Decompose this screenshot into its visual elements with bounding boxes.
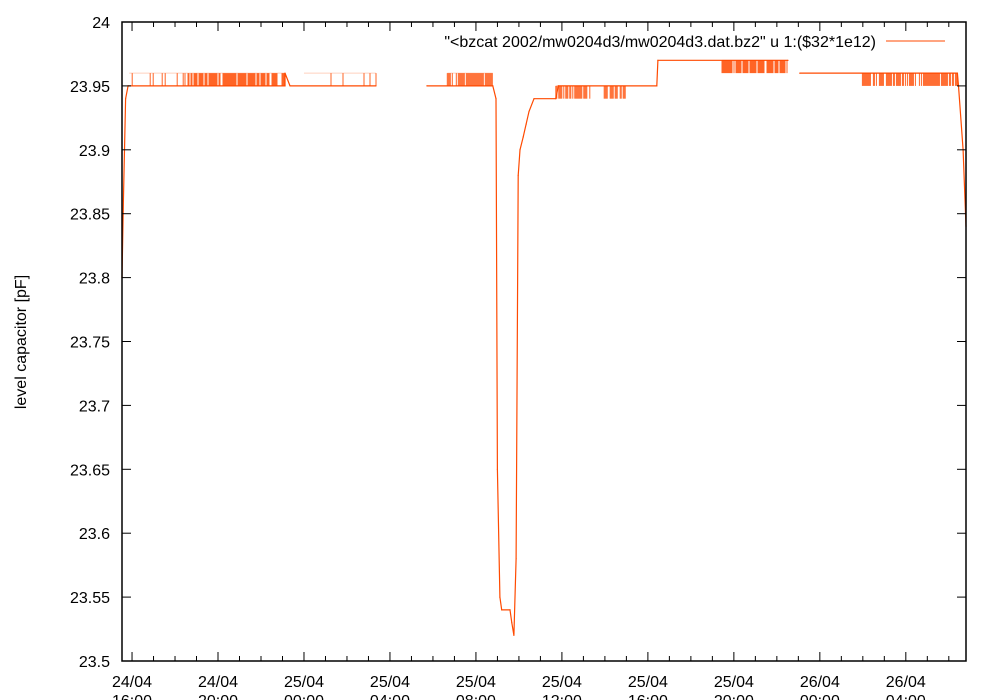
x-tick-label-date: 26/04 <box>886 674 926 691</box>
x-tick-label-time: 08:00 <box>456 693 496 700</box>
x-tick-label-date: 25/04 <box>456 674 496 691</box>
y-tick-label: 23.6 <box>79 526 110 543</box>
legend: "<bzcat 2002/mw0204d3/mw0204d3.dat.bz2" … <box>444 34 945 51</box>
x-tick-label-time: 16:00 <box>112 693 152 700</box>
series-line <box>426 59 788 636</box>
axes: 23.5 23.55 23.6 23.65 23.7 23.75 23.8 23.85 23.9… <box>70 15 967 700</box>
y-tick-label: 24 <box>92 15 110 32</box>
plot-area <box>121 59 967 637</box>
y-tick-label: 23.55 <box>70 590 110 607</box>
x-tick-label-time: 04:00 <box>886 693 926 700</box>
x-tick-label-time: 04:00 <box>370 693 410 700</box>
series-line <box>799 72 967 227</box>
x-tick-label-time: 20:00 <box>198 693 238 700</box>
y-tick-label: 23.9 <box>79 143 110 160</box>
x-tick-label-date: 24/04 <box>198 674 238 691</box>
x-tick-label-time: 00:00 <box>800 693 840 700</box>
x-tick-label-time: 20:00 <box>714 693 754 700</box>
x-tick-label-date: 25/04 <box>542 674 582 691</box>
series-line <box>121 72 376 278</box>
x-tick-label-date: 25/04 <box>370 674 410 691</box>
y-tick-label: 23.65 <box>70 462 110 479</box>
x-tick-label-time: 16:00 <box>628 693 668 700</box>
y-tick-label: 23.85 <box>70 207 110 224</box>
y-tick-label: 23.8 <box>79 271 110 288</box>
x-tick-label-date: 24/04 <box>112 674 152 691</box>
y-tick-label: 23.7 <box>79 398 110 415</box>
plot-frame <box>121 21 967 662</box>
y-axis-label: level capacitor [pF] <box>13 275 30 409</box>
legend-label: "<bzcat 2002/mw0204d3/mw0204d3.dat.bz2" … <box>444 34 876 51</box>
x-tick-label-date: 26/04 <box>800 674 840 691</box>
x-tick-label-date: 25/04 <box>628 674 668 691</box>
x-tick-label-date: 25/04 <box>284 674 324 691</box>
y-tick-label: 23.95 <box>70 79 110 96</box>
x-tick-label-time: 00:00 <box>284 693 324 700</box>
y-tick-label: 23.5 <box>79 654 110 671</box>
x-tick-label-date: 25/04 <box>714 674 754 691</box>
x-tick-label-time: 12:00 <box>542 693 582 700</box>
y-tick-label: 23.75 <box>70 335 110 352</box>
